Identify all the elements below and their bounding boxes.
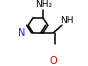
Text: N: N: [18, 28, 25, 38]
Text: NH: NH: [60, 16, 74, 25]
Text: NH₂: NH₂: [35, 0, 52, 9]
Text: O: O: [50, 56, 58, 66]
